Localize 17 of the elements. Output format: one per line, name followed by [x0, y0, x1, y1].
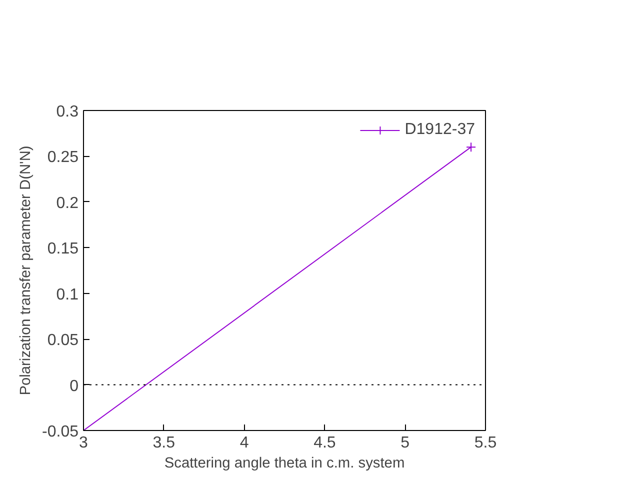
y-tick-label: 0.05: [47, 332, 79, 350]
y-axis-title: Polarization transfer parameter D(N'N): [18, 146, 34, 396]
x-tick-label: 5.5: [474, 434, 497, 452]
y-tick-label: 0.15: [47, 240, 79, 258]
y-tick-label: 0.25: [47, 149, 79, 166]
legend-label: D1912-37: [404, 121, 475, 139]
y-tick-label: 0.3: [56, 104, 79, 120]
y-tick-label: 0: [70, 378, 79, 395]
x-tick-label: 5: [400, 434, 410, 452]
x-tick-label: 3.5: [152, 434, 176, 452]
x-tick-label: 4.5: [314, 434, 336, 452]
y-tick-label: 0.2: [56, 194, 79, 212]
y-tick-label: -0.05: [42, 424, 79, 440]
x-tick-label: 3: [79, 434, 88, 452]
x-axis-title: Scattering angle theta in c.m. system: [164, 456, 405, 472]
x-tick-label: 4: [240, 434, 249, 452]
y-tick-label: 0.1: [56, 286, 79, 304]
